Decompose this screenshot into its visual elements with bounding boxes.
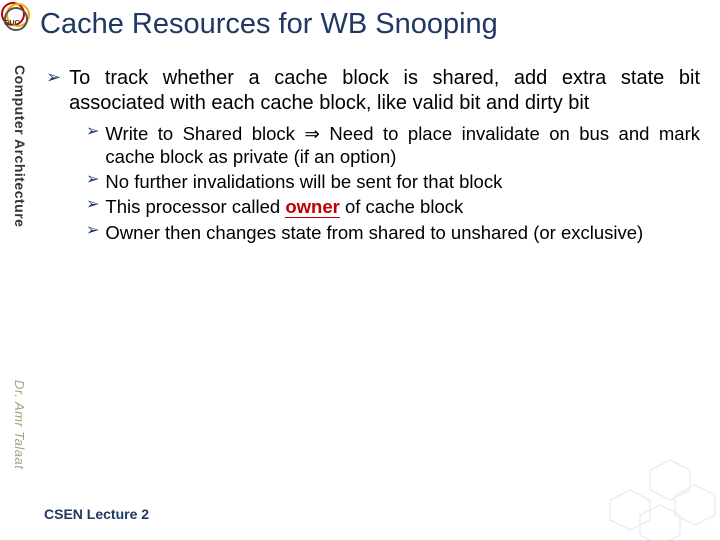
logo-ring-3 xyxy=(4,7,28,31)
bullet-l2: ➢ Owner then changes state from shared t… xyxy=(86,221,700,244)
l1-text: To track whether a cache block is shared… xyxy=(69,66,700,116)
sidebar-author-label: Dr. Amr Talaat xyxy=(12,380,27,469)
bullet-l2: ➢ Write to Shared block ⇒ Need to place … xyxy=(86,122,700,168)
implies-icon: ⇒ xyxy=(304,123,320,144)
l2-post: of cache block xyxy=(340,196,463,217)
slide: GUC Cache Resources for WB Snooping Comp… xyxy=(0,0,720,540)
content-area: ➢ To track whether a cache block is shar… xyxy=(46,66,700,246)
emphasis-owner: owner xyxy=(285,196,339,218)
arrow-icon: ➢ xyxy=(86,170,99,191)
l2-text-2: This processor called owner of cache blo… xyxy=(105,195,463,218)
sub-list: ➢ Write to Shared block ⇒ Need to place … xyxy=(86,122,700,244)
l2-pre: Write to Shared block xyxy=(105,123,304,144)
l2-text-1: No further invalidations will be sent fo… xyxy=(105,170,502,193)
bullet-l2: ➢ No further invalidations will be sent … xyxy=(86,170,700,193)
bullet-l2: ➢ This processor called owner of cache b… xyxy=(86,195,700,218)
footer-course: CSEN Lecture xyxy=(44,506,137,522)
footer-page: 2 xyxy=(141,506,149,522)
logo-text: GUC xyxy=(4,20,20,27)
l2-text-0: Write to Shared block ⇒ Need to place in… xyxy=(105,122,700,168)
hex-decoration xyxy=(600,450,720,540)
footer: CSEN Lecture 2 xyxy=(44,506,149,522)
arrow-icon: ➢ xyxy=(86,221,99,242)
bullet-l1: ➢ To track whether a cache block is shar… xyxy=(46,66,700,116)
l2-text-3: Owner then changes state from shared to … xyxy=(105,221,643,244)
page-title: Cache Resources for WB Snooping xyxy=(40,8,498,41)
arrow-icon: ➢ xyxy=(86,195,99,216)
l2-pre: This processor called xyxy=(105,196,285,217)
arrow-icon: ➢ xyxy=(86,122,99,143)
sidebar-course-label: Computer Architecture xyxy=(12,65,28,227)
arrow-icon: ➢ xyxy=(46,66,61,89)
